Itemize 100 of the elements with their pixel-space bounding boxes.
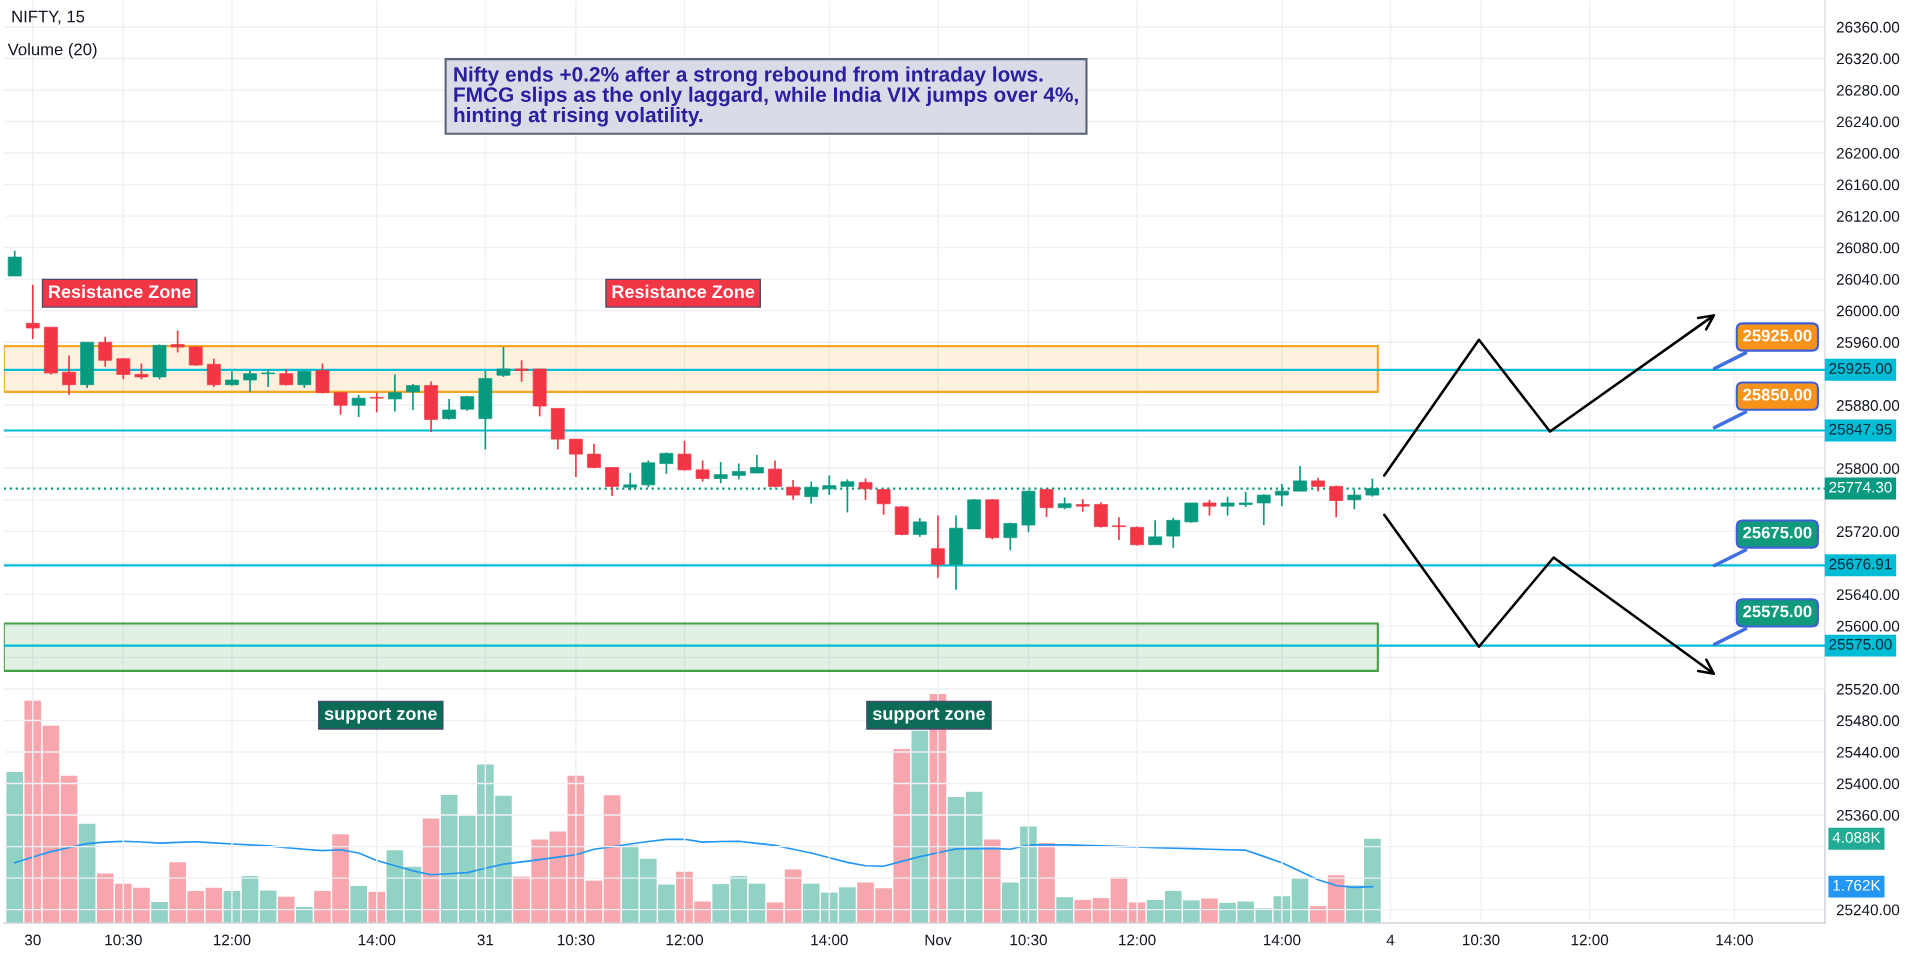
bar — [1074, 899, 1092, 924]
candlestick — [261, 368, 275, 388]
candlestick — [1166, 517, 1181, 549]
candlestick — [858, 477, 873, 501]
x-tick-label: 14:00 — [811, 934, 848, 946]
ref-line-label: 25925.00 — [1829, 363, 1892, 374]
x-tick-label: 10:30 — [1463, 934, 1500, 946]
bar — [1201, 898, 1218, 924]
y-tick-label: 25880.00 — [1836, 400, 1900, 411]
candlestick — [569, 438, 583, 478]
annotation: 25850.00 — [1743, 388, 1812, 401]
y-tick-label: 25240.00 — [1836, 904, 1900, 916]
candlestick — [1112, 516, 1126, 541]
bar — [24, 700, 42, 924]
candlestick — [387, 373, 402, 413]
bar — [983, 839, 1001, 924]
candlestick — [677, 439, 692, 472]
candlestick — [1039, 487, 1054, 518]
bar — [1056, 897, 1073, 924]
annotation: support zone — [324, 708, 437, 724]
candlestick — [786, 479, 800, 501]
x-tick-label: 14:00 — [1716, 934, 1753, 946]
x-tick-label: 12:00 — [1571, 934, 1609, 946]
bar — [1038, 843, 1055, 924]
candlestick — [170, 329, 185, 354]
bar — [205, 887, 223, 924]
bar — [784, 869, 802, 924]
bar — [60, 775, 78, 924]
ref-line-label: 25774.30 — [1829, 481, 1892, 493]
candlestick — [1256, 493, 1271, 526]
bar — [42, 725, 60, 924]
candlestick — [243, 369, 257, 393]
x-tick-label: 12:00 — [1119, 934, 1156, 946]
x-tick-label: 12:00 — [666, 934, 704, 946]
candlestick — [514, 359, 529, 383]
bar — [350, 885, 367, 924]
y-tick-label: 26320.00 — [1836, 53, 1900, 65]
y-tick-label: 25360.00 — [1836, 809, 1900, 821]
y-tick-label: 26000.00 — [1836, 305, 1900, 317]
x-tick-label: 10:30 — [1010, 934, 1047, 946]
bar — [1291, 878, 1309, 924]
candlestick — [496, 346, 511, 378]
y-tick-label: 26120.00 — [1836, 210, 1900, 222]
candlestick — [695, 459, 710, 483]
y-tick-label: 25800.00 — [1836, 463, 1900, 474]
y-tick-label: 25600.00 — [1836, 620, 1900, 632]
x-tick-label: 10:30 — [105, 934, 142, 946]
candlestick — [1329, 484, 1344, 518]
annotation: 25575.00 — [1743, 605, 1812, 618]
bar — [422, 818, 440, 924]
bar — [6, 772, 24, 924]
chart-title: Volume (20) — [7, 43, 97, 59]
bar — [1327, 875, 1345, 924]
x-tick-label: 14:00 — [1263, 934, 1301, 946]
x-tick-label: Nov — [925, 934, 952, 946]
x-tick-label: 31 — [477, 934, 494, 946]
text: 1.762K — [1833, 879, 1881, 891]
candlestick — [351, 394, 366, 418]
y-tick-label: 25400.00 — [1836, 778, 1900, 790]
candlestick — [750, 454, 764, 474]
candlestick — [1003, 521, 1018, 552]
candlestick — [713, 461, 728, 485]
ref-line-label: 25676.91 — [1829, 558, 1892, 570]
y-tick-label: 25720.00 — [1836, 526, 1900, 538]
candlestick — [406, 383, 420, 411]
candlestick — [1184, 502, 1199, 524]
ref-line-label: 25847.95 — [1829, 423, 1892, 435]
candlestick — [25, 283, 40, 340]
candlestick — [876, 487, 891, 516]
annotation: Resistance Zone — [49, 284, 191, 299]
candlestick — [587, 443, 601, 470]
text: 4.088K — [1832, 832, 1881, 843]
y-tick-label: 26160.00 — [1836, 179, 1900, 191]
candlestick — [1148, 519, 1163, 546]
candlestick — [605, 466, 619, 497]
bar — [748, 883, 766, 924]
chart-title: NIFTY, 15 — [12, 10, 85, 25]
y-tick-label: 25960.00 — [1836, 337, 1900, 348]
bar — [585, 880, 603, 924]
x-tick-label: 30 — [24, 934, 41, 946]
candlestick — [912, 517, 927, 538]
bar — [277, 896, 295, 924]
y-tick-label: 25640.00 — [1836, 589, 1900, 601]
x-tick-label: 4 — [1386, 934, 1395, 946]
x-tick-label: 12:00 — [213, 934, 251, 946]
y-tick-label: 26080.00 — [1836, 242, 1900, 254]
candlestick — [7, 249, 22, 277]
y-tick-label: 26240.00 — [1836, 116, 1900, 128]
y-tick-label: 25440.00 — [1836, 746, 1900, 758]
candlestick — [188, 345, 203, 367]
bar — [603, 795, 621, 924]
candlestick — [315, 362, 330, 395]
candlestick — [1093, 501, 1108, 529]
candlestick — [1220, 495, 1235, 517]
bar — [965, 791, 983, 924]
y-tick-label: 26040.00 — [1836, 274, 1900, 285]
bar — [440, 795, 458, 924]
bar — [151, 901, 168, 924]
annotation: 25925.00 — [1743, 329, 1812, 342]
x-tick-label: 14:00 — [358, 934, 396, 946]
